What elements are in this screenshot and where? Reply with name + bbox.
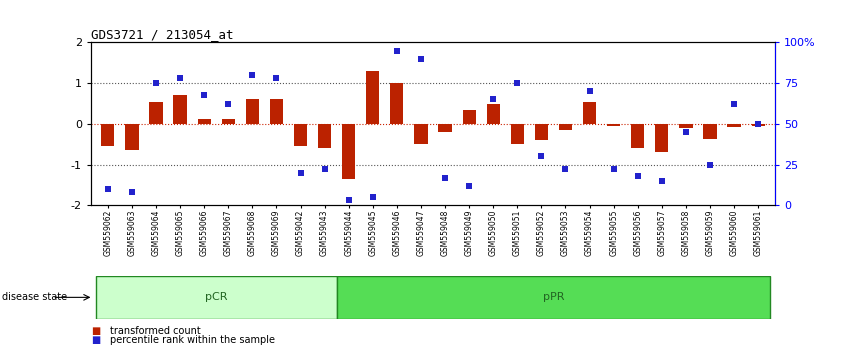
Bar bbox=[197, 119, 210, 124]
Point bbox=[390, 48, 404, 53]
Bar bbox=[222, 119, 235, 124]
Bar bbox=[656, 124, 669, 152]
Bar bbox=[607, 124, 620, 126]
Bar bbox=[752, 124, 765, 126]
Bar bbox=[270, 99, 283, 124]
Point bbox=[149, 80, 163, 86]
Point bbox=[342, 198, 356, 203]
Text: ■: ■ bbox=[91, 326, 100, 336]
Point bbox=[727, 102, 741, 107]
Bar bbox=[294, 124, 307, 146]
Bar bbox=[414, 124, 428, 144]
Text: pCR: pCR bbox=[205, 292, 228, 302]
Bar bbox=[149, 102, 163, 124]
Bar bbox=[559, 124, 572, 130]
Point bbox=[630, 173, 644, 179]
Text: transformed count: transformed count bbox=[110, 326, 201, 336]
Point bbox=[197, 92, 211, 97]
Bar bbox=[126, 124, 139, 150]
Point bbox=[294, 170, 307, 176]
Point bbox=[583, 88, 597, 94]
Text: ■: ■ bbox=[91, 335, 100, 345]
Point bbox=[510, 80, 524, 86]
Bar bbox=[583, 102, 596, 124]
Point bbox=[559, 167, 572, 172]
Bar bbox=[487, 104, 500, 124]
Point bbox=[222, 102, 236, 107]
Bar bbox=[337, 276, 770, 319]
Text: percentile rank within the sample: percentile rank within the sample bbox=[110, 335, 275, 345]
Bar bbox=[511, 124, 524, 144]
Point bbox=[703, 162, 717, 167]
Bar bbox=[246, 99, 259, 124]
Bar bbox=[173, 96, 187, 124]
Bar bbox=[342, 124, 355, 179]
Bar bbox=[703, 124, 717, 139]
Point bbox=[414, 56, 428, 62]
Point bbox=[100, 186, 114, 192]
Point bbox=[752, 121, 766, 127]
Bar bbox=[631, 124, 644, 148]
Bar bbox=[535, 124, 548, 140]
Text: GDS3721 / 213054_at: GDS3721 / 213054_at bbox=[91, 28, 234, 41]
Bar bbox=[96, 276, 337, 319]
Point bbox=[245, 72, 259, 78]
Bar bbox=[438, 124, 452, 132]
Point bbox=[679, 129, 693, 135]
Point bbox=[462, 183, 476, 189]
Point bbox=[655, 178, 669, 184]
Point bbox=[318, 167, 332, 172]
Bar bbox=[101, 124, 114, 146]
Point bbox=[607, 167, 621, 172]
Point bbox=[365, 194, 379, 200]
Point bbox=[125, 189, 139, 195]
Point bbox=[269, 75, 283, 81]
Bar bbox=[391, 83, 404, 124]
Bar bbox=[727, 124, 740, 127]
Text: disease state: disease state bbox=[2, 292, 67, 302]
Bar bbox=[366, 71, 379, 124]
Bar bbox=[318, 124, 331, 148]
Text: pPR: pPR bbox=[543, 292, 564, 302]
Bar bbox=[462, 110, 475, 124]
Point bbox=[487, 97, 501, 102]
Point bbox=[534, 154, 548, 159]
Bar bbox=[679, 124, 693, 128]
Point bbox=[173, 75, 187, 81]
Point bbox=[438, 175, 452, 181]
